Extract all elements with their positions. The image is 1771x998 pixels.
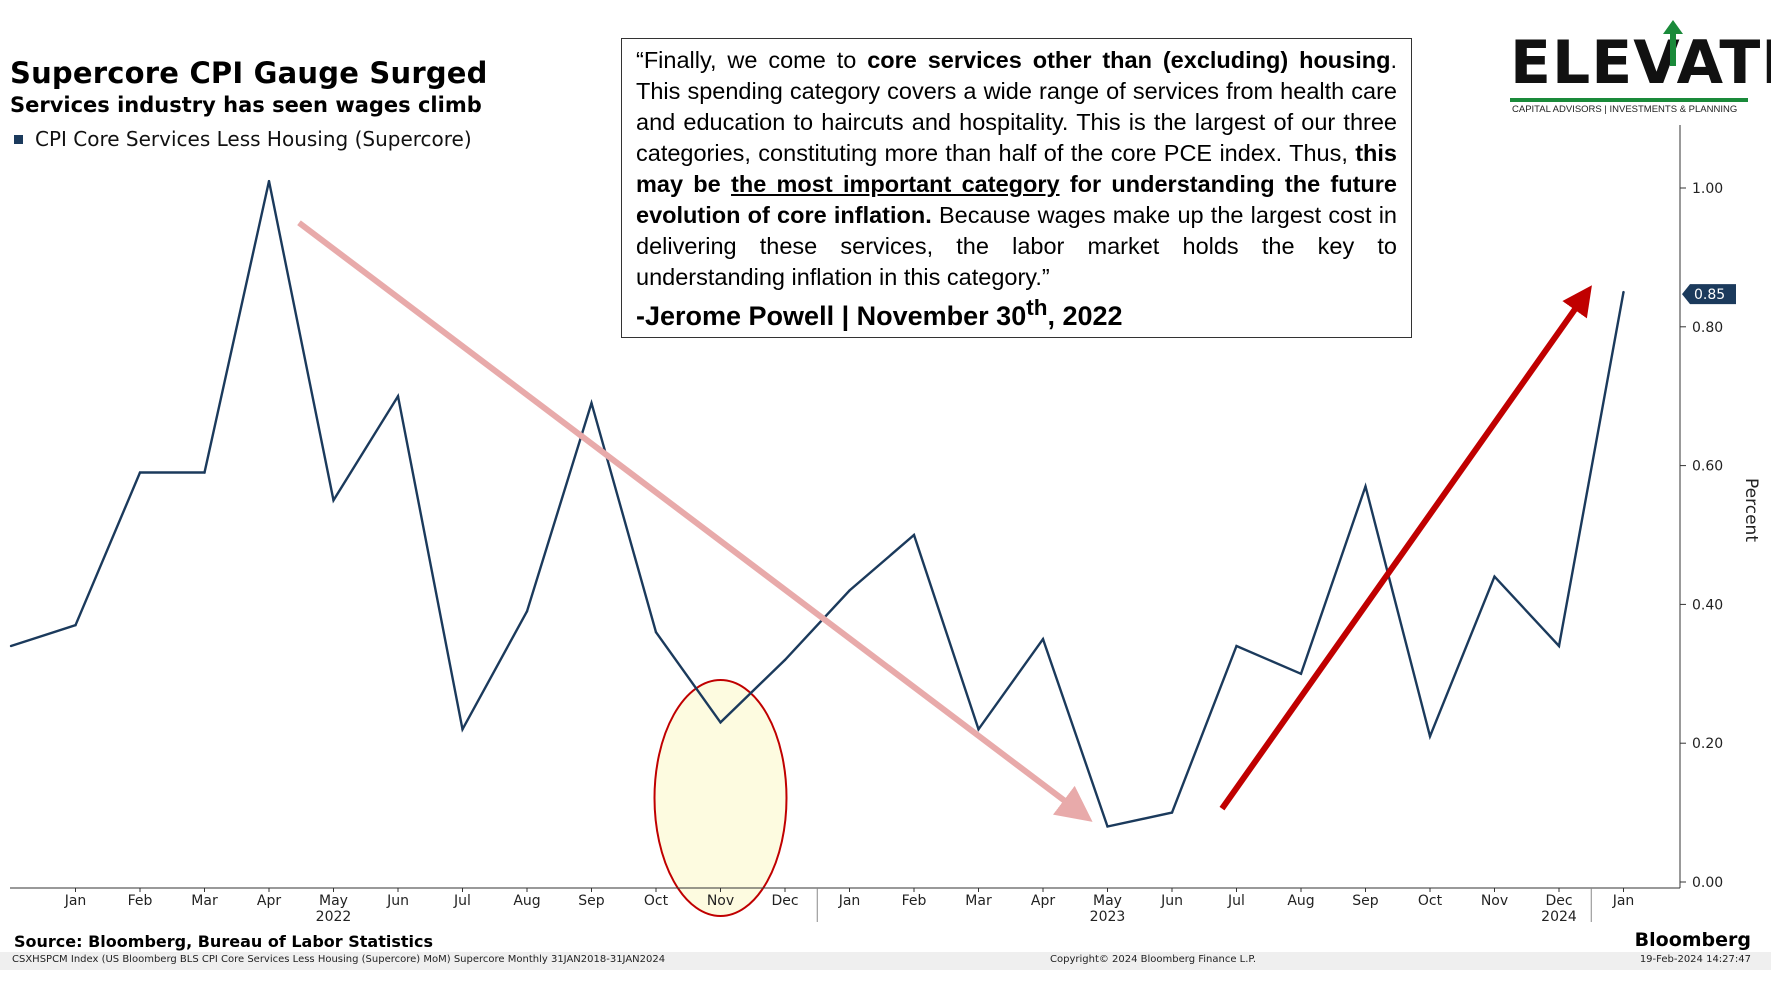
- data-point: [1428, 735, 1432, 738]
- data-point: [332, 499, 335, 502]
- elevate-logo: ELEVATE CAPITAL ADVISORS | INVESTMENTS &…: [1510, 18, 1771, 118]
- data-point: [977, 728, 980, 731]
- x-tick-label: Feb: [128, 893, 153, 909]
- x-tick-label: Sep: [578, 893, 605, 909]
- y-tick-label: 0.60: [1692, 459, 1723, 475]
- x-tick-label: Apr: [257, 893, 281, 909]
- quote-part-1: “Finally, we come to: [636, 47, 868, 73]
- quote-text: “Finally, we come to core services other…: [636, 45, 1397, 293]
- x-tick-label: May: [1093, 893, 1122, 909]
- data-point: [783, 658, 787, 662]
- quote-bold-underline: the most important category: [731, 171, 1060, 197]
- legend-swatch: [14, 134, 23, 144]
- year-label: 2023: [1090, 909, 1126, 925]
- x-tick-label: Aug: [513, 893, 540, 909]
- year-label: 2022: [316, 909, 352, 925]
- data-point: [138, 471, 142, 474]
- down-trend-arrow: [297, 220, 1093, 822]
- data-point: [654, 630, 658, 634]
- x-tick-label: Oct: [644, 893, 669, 909]
- x-tick-label: Mar: [965, 893, 992, 909]
- attribution-text: -Jerome Powell | November 30: [636, 301, 1027, 331]
- x-tick-label: Jun: [386, 893, 409, 909]
- x-tick-label: Jan: [838, 893, 861, 909]
- quote-attribution: -Jerome Powell | November 30th, 2022: [636, 295, 1397, 332]
- x-tick-label: Dec: [1545, 893, 1572, 909]
- logo-arrow-icon: [1663, 20, 1683, 66]
- logo-tagline: CAPITAL ADVISORS | INVESTMENTS & PLANNIN…: [1512, 104, 1738, 115]
- data-point: [1622, 290, 1625, 294]
- chart-subtitle: Services industry has seen wages climb: [10, 93, 482, 117]
- quote-bold-2: this may be: [636, 140, 1397, 197]
- logo-name: ELEVATE: [1510, 28, 1771, 98]
- x-tick-label: Nov: [707, 893, 734, 909]
- x-tick-label: Apr: [1031, 893, 1055, 909]
- data-point: [1299, 672, 1303, 675]
- x-tick-label: Jun: [1160, 893, 1183, 909]
- quote-part-3: Because wages make up the largest cost i…: [636, 202, 1398, 290]
- data-point: [1106, 825, 1109, 828]
- data-point: [1557, 644, 1561, 648]
- attribution-year: , 2022: [1047, 301, 1123, 331]
- bloomberg-brand: Bloomberg: [1634, 929, 1751, 951]
- data-point: [203, 471, 206, 474]
- y-tick-label: 0.00: [1692, 875, 1723, 891]
- y-tick-label: 0.40: [1692, 597, 1723, 613]
- y-tick-label: 0.80: [1692, 320, 1723, 336]
- chart-title: Supercore CPI Gauge Surged: [10, 56, 488, 90]
- data-point: [9, 644, 13, 648]
- highlight-ellipse: [653, 679, 788, 917]
- timestamp: 19-Feb-2024 14:27:47: [1639, 954, 1751, 965]
- data-point: [396, 395, 400, 398]
- quote-box: “Finally, we come to core services other…: [621, 38, 1412, 338]
- data-point: [1170, 811, 1174, 814]
- x-tick-label: Jan: [64, 893, 87, 909]
- y-tick-label: 0.20: [1692, 736, 1723, 752]
- x-tick-label: Jan: [1612, 893, 1635, 909]
- data-point: [1364, 485, 1367, 488]
- last-value-badge: [1682, 284, 1736, 305]
- data-point: [525, 610, 529, 613]
- x-tick-label: Jul: [453, 893, 471, 909]
- x-tick-label: Oct: [1418, 893, 1443, 909]
- last-value-label: 0.85: [1694, 287, 1725, 303]
- data-point: [590, 401, 593, 405]
- data-point: [912, 533, 916, 537]
- year-label: 2024: [1541, 909, 1577, 925]
- x-tick-label: Nov: [1481, 893, 1508, 909]
- footer-bar: [0, 952, 1771, 970]
- x-tick-label: May: [319, 893, 348, 909]
- quote-bold-1: core services other than (excluding) hou…: [867, 47, 1391, 73]
- source-note: Source: Bloomberg, Bureau of Labor Stati…: [14, 932, 434, 951]
- x-tick-label: Feb: [902, 893, 927, 909]
- x-tick-label: Aug: [1287, 893, 1314, 909]
- y-axis-label: Percent: [1741, 478, 1761, 542]
- y-tick-label: 1.00: [1692, 181, 1723, 197]
- up-trend-arrow: [1219, 285, 1592, 811]
- data-point: [1493, 575, 1496, 578]
- data-point: [848, 589, 851, 592]
- quote-bold-3: for understanding the future evolution o…: [636, 171, 1397, 228]
- quote-part-2: . This spending category covers a wide r…: [636, 47, 1397, 166]
- x-tick-label: Sep: [1352, 893, 1379, 909]
- data-point: [267, 179, 271, 183]
- series-line: [10, 180, 1625, 828]
- x-tick-label: Jul: [1227, 893, 1245, 909]
- copyright: Copyright© 2024 Bloomberg Finance L.P.: [1050, 954, 1257, 965]
- data-point: [74, 624, 77, 627]
- data-point: [461, 728, 464, 731]
- index-description: CSXHSPCM Index (US Bloomberg BLS CPI Cor…: [12, 954, 666, 965]
- legend-label: CPI Core Services Less Housing (Supercor…: [35, 127, 472, 151]
- legend: CPI Core Services Less Housing (Supercor…: [14, 127, 472, 151]
- logo-bar: [1510, 98, 1748, 102]
- data-point: [1041, 637, 1045, 641]
- x-tick-label: Mar: [191, 893, 218, 909]
- data-point: [1235, 644, 1238, 648]
- attribution-sup: th: [1026, 295, 1048, 320]
- x-tick-label: Dec: [771, 893, 798, 909]
- data-point: [719, 721, 722, 724]
